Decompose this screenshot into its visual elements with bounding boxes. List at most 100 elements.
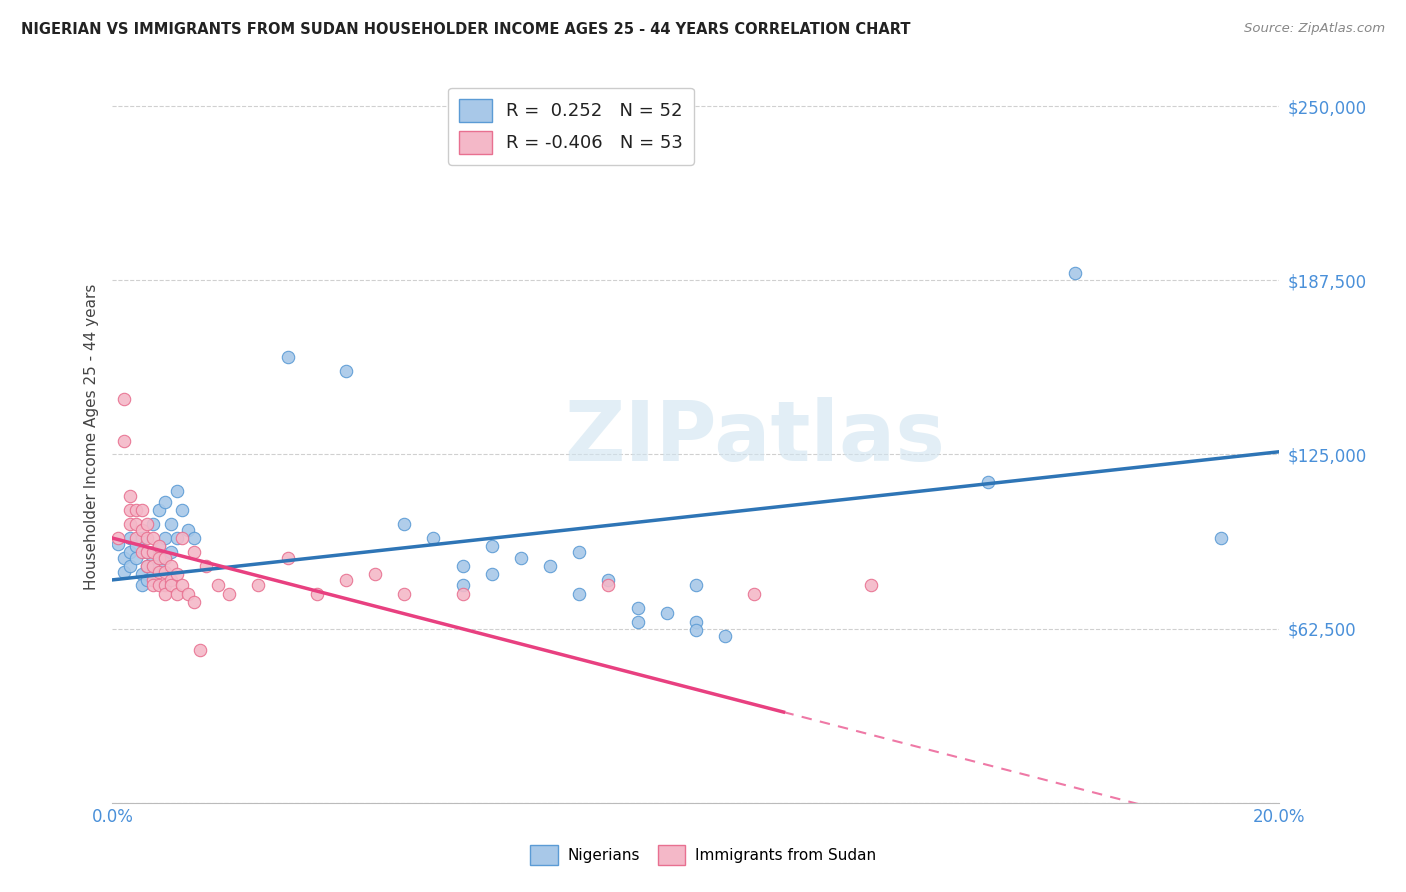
Point	[685, 623, 707, 637]
Point	[481, 540, 503, 554]
Point	[276, 350, 298, 364]
Point	[112, 550, 135, 565]
Point	[142, 573, 165, 587]
Point	[125, 517, 148, 532]
Point	[627, 600, 650, 615]
Point	[1064, 266, 1087, 280]
Point	[148, 558, 170, 573]
Point	[166, 567, 188, 582]
Point	[451, 578, 474, 592]
Point	[160, 558, 183, 573]
Point	[335, 573, 357, 587]
Point	[177, 587, 200, 601]
Point	[118, 517, 141, 532]
Point	[860, 578, 883, 592]
Point	[153, 587, 176, 601]
Point	[172, 578, 194, 592]
Point	[125, 550, 148, 565]
Point	[207, 578, 229, 592]
Text: ZIPatlas: ZIPatlas	[564, 397, 945, 477]
Point	[335, 364, 357, 378]
Point	[598, 578, 620, 592]
Point	[153, 531, 176, 545]
Y-axis label: Householder Income Ages 25 - 44 years: Householder Income Ages 25 - 44 years	[83, 284, 98, 591]
Point	[131, 523, 153, 537]
Point	[655, 607, 678, 621]
Point	[118, 545, 141, 559]
Point	[568, 545, 591, 559]
Point	[112, 434, 135, 448]
Point	[194, 558, 217, 573]
Point	[451, 587, 474, 601]
Point	[153, 550, 176, 565]
Point	[125, 503, 148, 517]
Point	[148, 565, 170, 579]
Point	[183, 545, 205, 559]
Point	[148, 503, 170, 517]
Point	[160, 545, 183, 559]
Point	[136, 573, 159, 587]
Text: NIGERIAN VS IMMIGRANTS FROM SUDAN HOUSEHOLDER INCOME AGES 25 - 44 YEARS CORRELAT: NIGERIAN VS IMMIGRANTS FROM SUDAN HOUSEH…	[21, 22, 911, 37]
Point	[136, 517, 159, 532]
Point	[153, 495, 176, 509]
Point	[218, 587, 240, 601]
Point	[160, 517, 183, 532]
Point	[131, 531, 153, 545]
Point	[247, 578, 270, 592]
Point	[509, 550, 531, 565]
Point	[131, 545, 153, 559]
Point	[148, 540, 170, 554]
Point	[148, 578, 170, 592]
Point	[481, 567, 503, 582]
Point	[136, 558, 159, 573]
Point	[142, 558, 165, 573]
Point	[153, 565, 176, 579]
Point	[112, 392, 135, 406]
Point	[131, 578, 153, 592]
Point	[142, 565, 165, 579]
Point	[451, 558, 474, 573]
Point	[422, 531, 444, 545]
Point	[627, 615, 650, 629]
Point	[131, 503, 153, 517]
Point	[166, 483, 188, 498]
Point	[131, 567, 153, 582]
Point	[276, 550, 298, 565]
Point	[685, 615, 707, 629]
Point	[142, 545, 165, 559]
Point	[142, 531, 165, 545]
Point	[136, 531, 159, 545]
Point	[136, 558, 159, 573]
Text: Source: ZipAtlas.com: Source: ZipAtlas.com	[1244, 22, 1385, 36]
Point	[125, 531, 148, 545]
Point	[538, 558, 561, 573]
Point	[136, 545, 159, 559]
Point	[172, 531, 194, 545]
Point	[1209, 531, 1232, 545]
Point	[394, 517, 416, 532]
Point	[183, 531, 205, 545]
Point	[118, 558, 141, 573]
Point	[166, 531, 188, 545]
Point	[148, 550, 170, 565]
Point	[160, 578, 183, 592]
Point	[714, 629, 737, 643]
Legend: R =  0.252   N = 52, R = -0.406   N = 53: R = 0.252 N = 52, R = -0.406 N = 53	[449, 87, 693, 165]
Point	[364, 567, 387, 582]
Point	[142, 550, 165, 565]
Point	[136, 545, 159, 559]
Point	[142, 517, 165, 532]
Point	[177, 523, 200, 537]
Point	[142, 578, 165, 592]
Point	[118, 489, 141, 503]
Point	[568, 587, 591, 601]
Point	[976, 475, 998, 490]
Point	[172, 503, 194, 517]
Point	[107, 536, 129, 550]
Point	[685, 578, 707, 592]
Point	[742, 587, 765, 601]
Point	[153, 578, 176, 592]
Point	[118, 531, 141, 545]
Point	[118, 503, 141, 517]
Point	[598, 573, 620, 587]
